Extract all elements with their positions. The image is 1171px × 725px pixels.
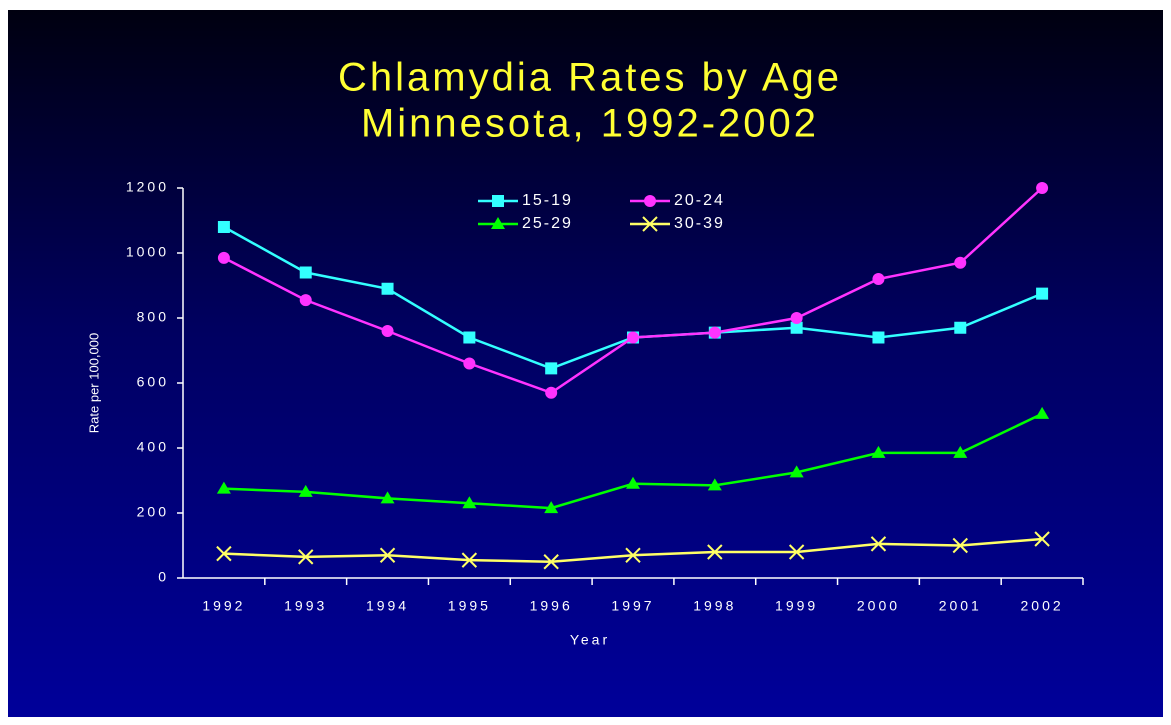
x-tick-label: 1999 <box>775 598 818 614</box>
marker <box>217 251 230 264</box>
x-tick-label: 2001 <box>939 598 982 614</box>
x-tick-label: 2002 <box>1021 598 1064 614</box>
marker <box>1036 287 1049 300</box>
marker <box>298 549 314 565</box>
marker <box>381 282 394 295</box>
x-tick-label: 1997 <box>611 598 654 614</box>
y-tick-label: 600 <box>137 374 169 390</box>
legend-marker <box>644 195 656 207</box>
marker <box>462 496 477 509</box>
marker <box>381 325 394 337</box>
legend-marker <box>491 217 505 229</box>
marker <box>627 331 639 344</box>
x-tick-label: 1998 <box>693 598 736 614</box>
marker <box>872 331 885 344</box>
legend-label: 15-19 <box>522 192 573 209</box>
x-tick-label: 1994 <box>366 598 409 614</box>
marker <box>789 465 804 478</box>
marker <box>463 357 476 370</box>
y-tick-label: 1200 <box>126 179 169 195</box>
y-axis-label: Rate per 100,000 <box>86 333 101 433</box>
x-axis-label: Year <box>570 632 610 648</box>
x-tick-label: 1992 <box>202 598 245 614</box>
marker <box>953 445 968 458</box>
background <box>8 10 1163 717</box>
marker <box>707 544 723 560</box>
legend-label: 25-29 <box>522 215 573 232</box>
x-tick-label: 1995 <box>448 598 491 614</box>
marker <box>626 476 640 489</box>
marker <box>545 386 558 399</box>
marker <box>298 484 313 497</box>
marker <box>380 491 395 504</box>
marker <box>545 362 558 375</box>
marker <box>217 221 230 233</box>
marker <box>952 537 968 554</box>
marker <box>954 256 967 269</box>
y-tick-label: 1000 <box>126 244 169 260</box>
marker <box>790 321 803 334</box>
marker <box>708 326 721 339</box>
legend-marker <box>642 216 658 232</box>
marker <box>870 536 887 552</box>
marker <box>543 554 559 570</box>
marker <box>379 547 396 563</box>
marker <box>872 273 885 285</box>
x-tick-label: 1993 <box>284 598 327 614</box>
marker <box>1034 531 1050 547</box>
marker <box>625 547 641 563</box>
marker <box>216 545 232 562</box>
legend-label: 20-24 <box>674 192 725 209</box>
marker <box>871 445 886 458</box>
y-tick-label: 0 <box>158 569 169 585</box>
marker <box>954 321 967 334</box>
x-tick-label: 2000 <box>857 598 900 614</box>
chart-subtitle: Minnesota, 1992-2002 <box>361 102 819 146</box>
legend-marker <box>492 195 504 207</box>
marker <box>707 478 722 491</box>
marker <box>216 481 231 494</box>
y-tick-label: 800 <box>137 309 169 325</box>
y-tick-label: 400 <box>137 439 169 455</box>
marker <box>790 312 803 324</box>
marker <box>788 544 805 560</box>
x-tick-label: 1996 <box>530 598 573 614</box>
marker <box>461 552 478 568</box>
marker <box>544 501 559 514</box>
y-tick-label: 200 <box>137 504 169 520</box>
legend-label: 30-39 <box>674 215 725 232</box>
marker <box>463 331 476 344</box>
marker <box>299 294 312 307</box>
marker <box>1036 182 1049 194</box>
marker <box>1035 406 1050 419</box>
chart-title: Chlamydia Rates by Age <box>338 56 842 100</box>
marker <box>299 266 312 279</box>
